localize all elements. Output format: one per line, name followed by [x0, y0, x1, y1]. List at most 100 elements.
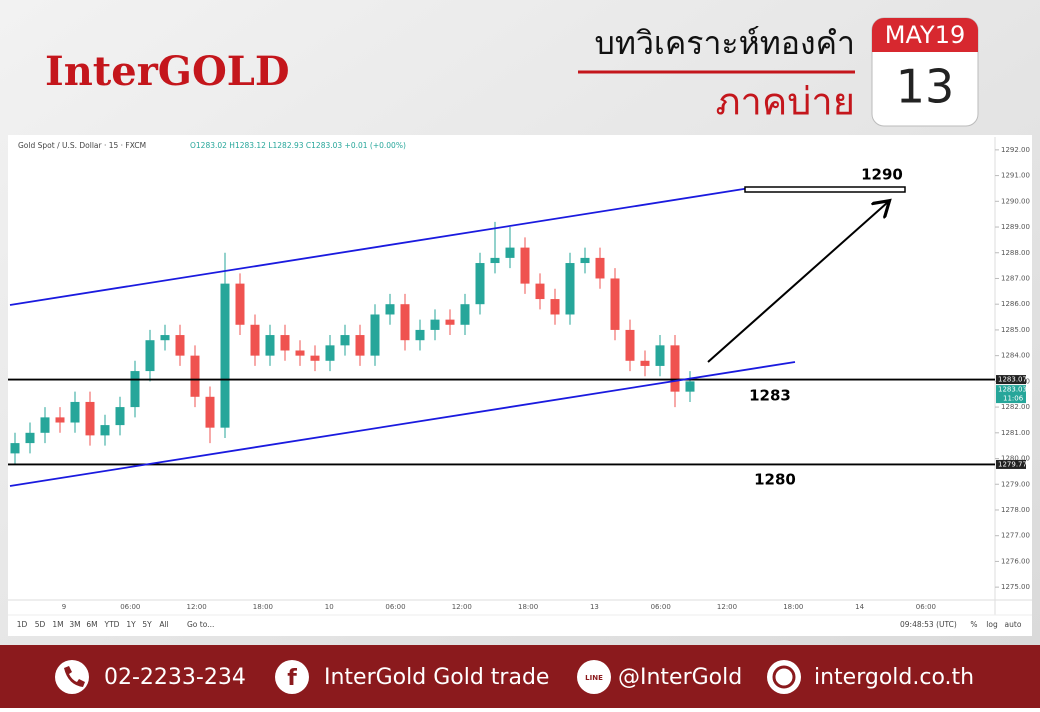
candle-body [310, 355, 320, 361]
y-tick-label: 1286.00 [1001, 300, 1030, 308]
clock: 09:48:53 (UTC) [900, 620, 957, 629]
candle-body [325, 345, 335, 361]
phone-icon [55, 660, 89, 694]
chart-panel [8, 135, 1032, 636]
annotation: 1283 [749, 387, 791, 405]
timeframe-button[interactable]: 6M [86, 620, 97, 629]
scale-button[interactable]: auto [1005, 620, 1022, 629]
candle-body [445, 319, 455, 325]
y-tick-label: 1280.00 [1001, 455, 1030, 463]
y-tick-label: 1291.00 [1001, 172, 1030, 180]
candle-body [610, 278, 620, 330]
candle-body [100, 425, 110, 436]
timeframe-button[interactable]: YTD [104, 620, 120, 629]
phone-glyph [64, 666, 85, 687]
subtitle: ภาคบ่าย [715, 80, 855, 124]
candle-body [220, 283, 230, 428]
y-tick-label: 1285.00 [1001, 326, 1030, 334]
candle-body [235, 283, 245, 325]
x-tick-label: 06:00 [916, 603, 936, 611]
timeframe-button[interactable]: 5Y [142, 620, 152, 629]
candle-body [520, 247, 530, 284]
phone: 02-2233-234 [104, 665, 246, 690]
scale-button[interactable]: log [986, 620, 998, 629]
logo: InterGOLD [45, 48, 290, 95]
timeframe-button[interactable]: 1Y [126, 620, 136, 629]
candle-body [280, 335, 290, 351]
y-tick-label: 1289.00 [1001, 223, 1030, 231]
candle-body [430, 319, 440, 330]
timeframe-button[interactable]: 3M [69, 620, 80, 629]
candle-body [250, 324, 260, 356]
candle-body [670, 345, 680, 392]
y-tick-label: 1290.00 [1001, 197, 1030, 205]
x-tick-label: 18:00 [518, 603, 538, 611]
candle-body [460, 304, 470, 325]
candle-body [10, 443, 20, 454]
candle-body [145, 340, 155, 372]
candle-body [400, 304, 410, 341]
channel-lower [9, 361, 796, 487]
x-tick-label: 18:00 [783, 603, 803, 611]
candle-body [655, 345, 665, 366]
timeframe-button[interactable]: All [159, 620, 168, 629]
candle-body [595, 257, 605, 279]
x-tick-label: 06:00 [651, 603, 671, 611]
goto[interactable]: Go to... [187, 620, 214, 629]
price-label: 1283.07 [998, 376, 1027, 384]
candle-body [370, 314, 380, 356]
y-tick-label: 1279.00 [1001, 480, 1030, 488]
candle-body [265, 335, 275, 356]
title: บทวิเคราะห์ทองคำ [595, 24, 855, 62]
candle-body [85, 401, 95, 436]
y-tick-label: 1284.00 [1001, 352, 1030, 360]
timeframe-button[interactable]: 1D [17, 620, 28, 629]
arrow [707, 202, 888, 363]
y-tick-label: 1275.00 [1001, 583, 1030, 591]
candle-body [55, 417, 65, 423]
x-tick-label: 12:00 [187, 603, 207, 611]
x-tick-label: 10 [325, 603, 334, 611]
calendar-band [872, 18, 978, 52]
candle-body [580, 257, 590, 264]
timeframe-button[interactable]: 5D [35, 620, 46, 629]
timeframe-button[interactable]: 1M [52, 620, 63, 629]
facebook-icon [275, 660, 309, 694]
candle-body [115, 407, 125, 426]
countdown: 11:06 [1003, 395, 1024, 403]
x-tick-label: 06:00 [120, 603, 140, 611]
y-tick-label: 1281.00 [1001, 429, 1030, 437]
price-tag [996, 459, 1026, 469]
y-tick-label: 1288.00 [1001, 249, 1030, 257]
scale-button[interactable]: % [970, 620, 977, 629]
candle-body [565, 263, 575, 315]
last-price-label: 1283.03 [998, 386, 1027, 394]
candle-body [475, 263, 485, 305]
web-glyph [772, 665, 796, 689]
calendar-month: MAY19 [885, 21, 965, 49]
website: intergold.co.th [814, 665, 974, 690]
footer [0, 645, 1040, 708]
x-tick-label: 18:00 [253, 603, 273, 611]
x-tick-label: 12:00 [717, 603, 737, 611]
candle-body [640, 360, 650, 366]
candle-body [190, 355, 200, 397]
y-tick-label: 1276.00 [1001, 557, 1030, 565]
candle-body [70, 401, 80, 423]
calendar-day: 13 [896, 60, 955, 114]
candle-body [505, 247, 515, 258]
annotation: 1290 [861, 166, 903, 184]
price-label: 1279.77 [998, 460, 1027, 468]
facebook: InterGold Gold trade [324, 665, 549, 690]
line-icon [577, 660, 611, 694]
web-icon [767, 660, 801, 694]
annotation: 1280 [754, 471, 796, 489]
candle-body [685, 381, 695, 392]
symbol: Gold Spot / U.S. Dollar · 15 · FXCM [18, 141, 146, 150]
x-tick-label: 13 [590, 603, 599, 611]
y-tick-label: 1282.00 [1001, 403, 1030, 411]
candle-body [205, 396, 215, 428]
x-tick-label: 9 [62, 603, 66, 611]
candle-body [385, 304, 395, 315]
